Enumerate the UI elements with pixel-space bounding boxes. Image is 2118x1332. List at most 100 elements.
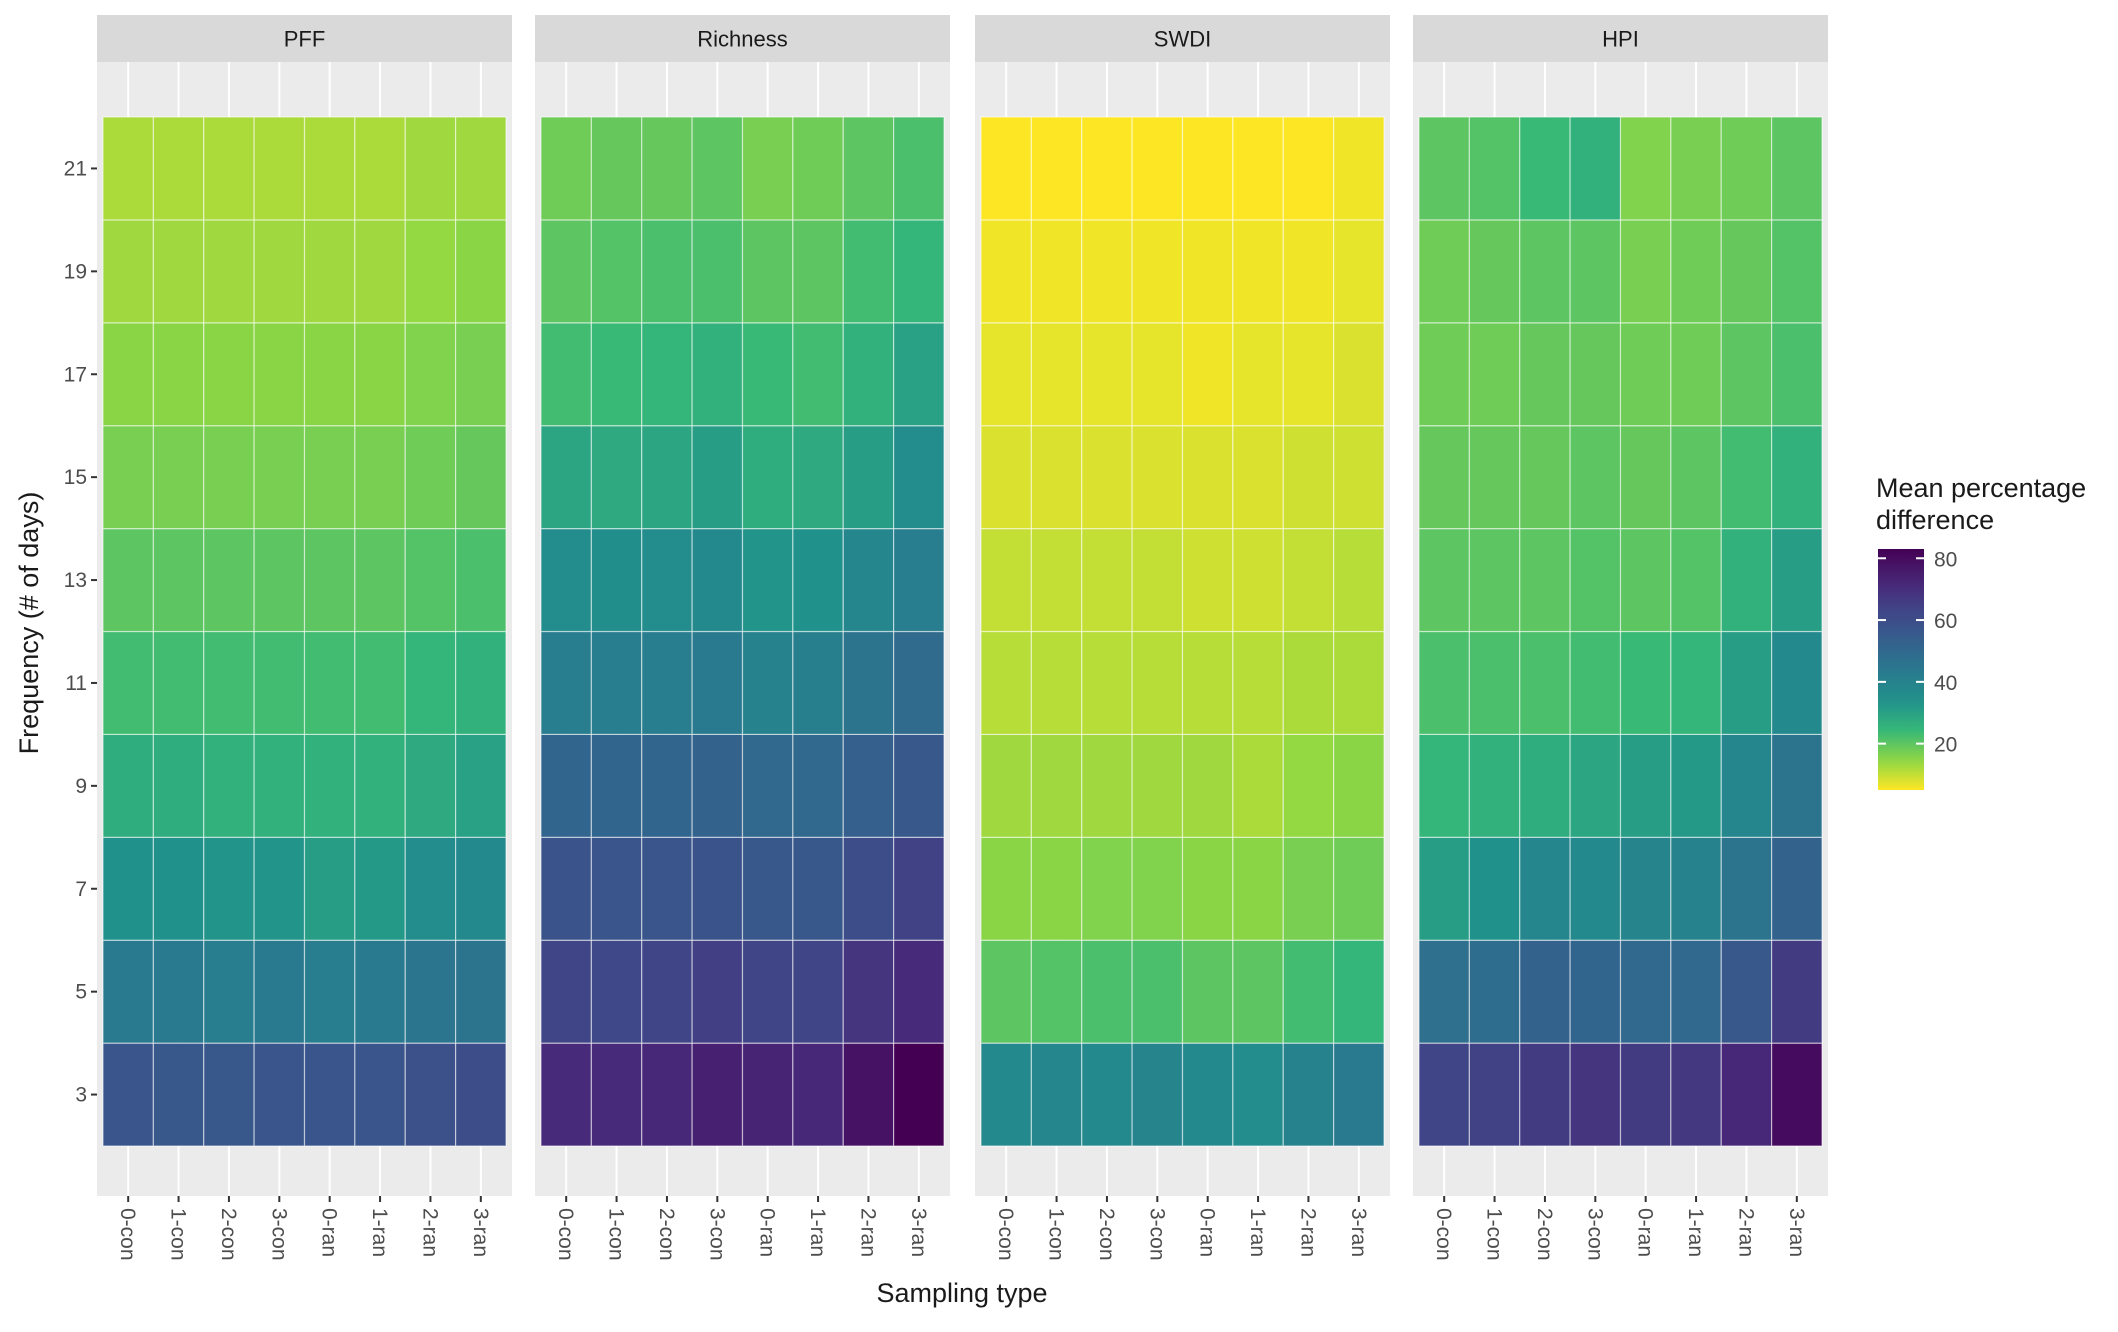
heatmap-tile — [1181, 733, 1234, 838]
heatmap-tile — [792, 630, 844, 736]
heatmap-tile — [641, 733, 693, 838]
heatmap-tile — [741, 116, 794, 221]
heatmap-tile — [354, 425, 406, 530]
heatmap-tile — [203, 1042, 255, 1147]
heatmap-tile — [203, 733, 255, 838]
heatmap-tile — [691, 733, 744, 838]
heatmap-tile — [792, 836, 844, 941]
heatmap-tile — [455, 322, 507, 427]
heatmap-tile — [540, 733, 592, 838]
x-tick-label: 0-ran — [756, 1208, 779, 1257]
heatmap-tile — [590, 322, 643, 427]
facet-strip — [535, 15, 950, 62]
heatmap-tile — [1333, 836, 1385, 941]
x-tick-label: 2-con — [1533, 1208, 1556, 1261]
heatmap-tile — [842, 1042, 895, 1147]
heatmap-tile — [1282, 1042, 1335, 1147]
heatmap-tile — [1333, 219, 1385, 324]
heatmap-tile — [1771, 836, 1823, 941]
heatmap-tile — [641, 836, 693, 941]
facet-strip-label: Richness — [697, 27, 787, 52]
heatmap-tile — [590, 425, 643, 530]
heatmap-tile — [893, 733, 945, 838]
heatmap-tile — [1232, 836, 1284, 941]
heatmap-tile — [893, 116, 945, 221]
heatmap-tile — [1333, 630, 1385, 736]
heatmap-tile — [1569, 733, 1622, 838]
heatmap-tile — [842, 322, 895, 427]
heatmap-tile — [893, 527, 945, 633]
heatmap-tile — [404, 1042, 457, 1147]
heatmap-tile — [1418, 1042, 1470, 1147]
heatmap-tile — [152, 939, 205, 1044]
heatmap-tile — [1232, 630, 1284, 736]
heatmap-tile — [1232, 425, 1284, 530]
heatmap-tile — [590, 836, 643, 941]
heatmap-tile — [404, 527, 457, 633]
heatmap-tile — [1418, 219, 1470, 324]
heatmap-tile — [1468, 116, 1521, 221]
y-tick-label: 11 — [65, 672, 87, 695]
x-tick-label: 3-con — [267, 1208, 290, 1261]
heatmap-tile — [354, 527, 406, 633]
heatmap-tile — [1030, 836, 1083, 941]
y-tick-label: 9 — [75, 775, 87, 798]
heatmap-tile — [102, 425, 154, 530]
heatmap-tile — [792, 116, 844, 221]
heatmap-tile — [1418, 836, 1470, 941]
heatmap-tile — [1720, 219, 1773, 324]
heatmap-tile — [1131, 527, 1184, 633]
heatmap-tile — [1282, 116, 1335, 221]
heatmap-tile — [1619, 425, 1672, 530]
heatmap-tile — [1569, 322, 1622, 427]
y-tick-label: 7 — [75, 878, 87, 901]
heatmap-tile — [1569, 425, 1622, 530]
heatmap-tile — [1670, 630, 1722, 736]
heatmap-tile — [741, 630, 794, 736]
y-tick-label: 5 — [75, 981, 87, 1004]
heatmap-tile — [1282, 733, 1335, 838]
heatmap-tile — [540, 322, 592, 427]
heatmap-tile — [792, 1042, 844, 1147]
heatmap-tile — [203, 939, 255, 1044]
heatmap-tile — [253, 219, 306, 324]
x-tick-label: 0-con — [994, 1208, 1017, 1261]
heatmap-tile — [1771, 630, 1823, 736]
heatmap-tile — [1030, 1042, 1083, 1147]
heatmap-tile — [691, 322, 744, 427]
heatmap-tile — [102, 219, 154, 324]
heatmap-tile — [1081, 630, 1133, 736]
legend-tick-label: 80 — [1934, 548, 1957, 571]
heatmap-tile — [1181, 939, 1234, 1044]
heatmap-tile — [1468, 836, 1521, 941]
heatmap-tile — [1519, 425, 1571, 530]
heatmap-tile — [980, 836, 1032, 941]
heatmap-tile — [1181, 836, 1234, 941]
y-tick-label: 3 — [75, 1084, 87, 1107]
heatmap-tile — [590, 939, 643, 1044]
heatmap-tile — [1081, 939, 1133, 1044]
heatmap-tile — [641, 1042, 693, 1147]
x-tick-label: 1-ran — [1684, 1208, 1707, 1257]
heatmap-tile — [1569, 116, 1622, 221]
heatmap-tile — [1771, 322, 1823, 427]
heatmap-tile — [1720, 939, 1773, 1044]
heatmap-tile — [1418, 733, 1470, 838]
heatmap-tile — [1619, 1042, 1672, 1147]
heatmap-tile — [1720, 425, 1773, 530]
y-tick-label: 19 — [64, 260, 87, 283]
heatmap-tile — [893, 630, 945, 736]
heatmap-tile — [980, 733, 1032, 838]
heatmap-tile — [1081, 219, 1133, 324]
heatmap-tile — [842, 527, 895, 633]
heatmap-tile — [354, 1042, 406, 1147]
heatmap-tile — [741, 836, 794, 941]
heatmap-tile — [641, 116, 693, 221]
heatmap-tile — [1670, 733, 1722, 838]
x-tick-label: 0-con — [554, 1208, 577, 1261]
legend-tick-label: 40 — [1934, 672, 1957, 695]
heatmap-tile — [404, 733, 457, 838]
heatmap-tile — [641, 527, 693, 633]
heatmap-tile — [893, 219, 945, 324]
heatmap-tile — [102, 116, 154, 221]
